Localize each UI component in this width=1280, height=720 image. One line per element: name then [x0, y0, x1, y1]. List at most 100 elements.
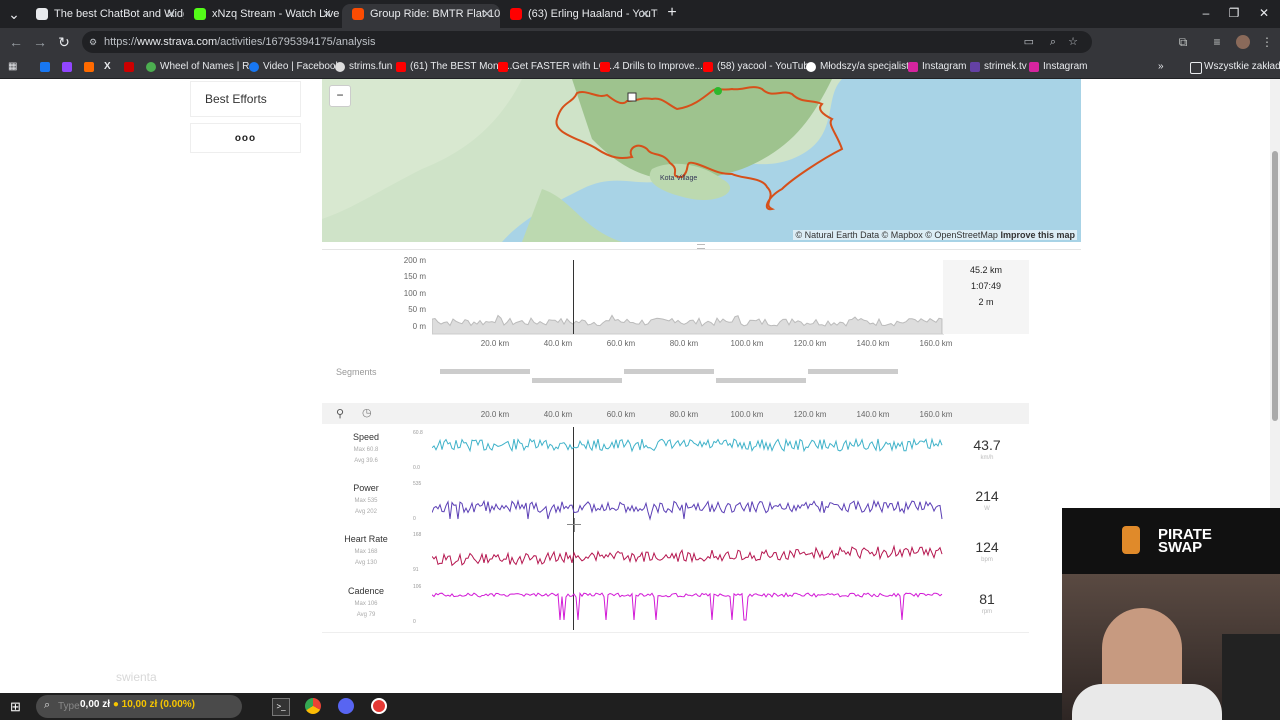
profile-avatar[interactable]	[1236, 35, 1250, 49]
minimize-icon[interactable]: –	[1202, 6, 1210, 20]
strava-icon	[352, 8, 364, 20]
cast-icon[interactable]: ▭	[1023, 36, 1034, 48]
bookmark-youtube-3[interactable]: 4 Drills to Improve...	[600, 59, 703, 75]
bookmark-youtube-4[interactable]: (58) yacool - YouTube	[703, 59, 814, 75]
elevation-x-tick: 40.0 km	[543, 339, 573, 348]
clock-icon[interactable]: ◷	[362, 407, 372, 419]
ticker-change: 10,00 zł (0.00%)	[121, 699, 196, 710]
bookmark-x[interactable]: X	[104, 59, 111, 75]
globe-icon	[806, 62, 816, 72]
all-bookmarks[interactable]: Wszystkie zakładki	[1190, 59, 1280, 75]
bookmark-twitch[interactable]	[62, 59, 76, 75]
resize-handle-icon[interactable]	[697, 244, 705, 249]
site-info-icon[interactable]: ⚙	[89, 37, 98, 47]
tab-youtube[interactable]: (63) Erling Haaland - YouTube ✕	[500, 4, 658, 28]
elevation-hover-line	[573, 260, 574, 334]
page-scrollbar[interactable]	[1270, 79, 1280, 693]
extensions-icon[interactable]: ⧉	[1178, 35, 1188, 49]
stream-scale-top: 535	[413, 481, 422, 487]
stream-max: Max 168	[354, 549, 378, 555]
bookmark-specjalist[interactable]: Młodszy/a specjalist...	[806, 59, 917, 75]
bookmark-video-facebook[interactable]: Video | Facebook	[249, 59, 340, 75]
bookmark-red[interactable]	[124, 59, 138, 75]
x-icon: X	[104, 61, 111, 72]
facebook-icon	[249, 62, 259, 72]
media-icon[interactable]: ≡	[1213, 35, 1221, 49]
segment-bar[interactable]	[716, 378, 806, 383]
more-dots-icon: ooo	[234, 133, 257, 144]
streams-x-tick: 60.0 km	[606, 410, 636, 419]
stream-value: 124	[975, 539, 999, 555]
address-bar[interactable]: ⚙ https://www.strava.com/activities/1679…	[82, 31, 1092, 53]
menu-icon[interactable]: ⋮	[1261, 35, 1273, 49]
location-pin-icon[interactable]: ⚲	[336, 408, 345, 420]
tab-chatbot[interactable]: The best ChatBot and Widgets ✕	[26, 4, 184, 28]
taskbar-search[interactable]: ⌕ Type here to search 0,00 zł ● 10,00 zł…	[36, 695, 242, 718]
segment-bar[interactable]	[532, 378, 622, 383]
back-icon[interactable]: ←	[9, 34, 23, 50]
obs-icon[interactable]	[371, 698, 387, 714]
bookmark-label: Wheel of Names | R...	[160, 61, 258, 72]
bookmark-strims[interactable]: strims.fun	[335, 59, 392, 75]
zoom-icon[interactable]: ⌕	[1049, 36, 1056, 48]
stream-scale-bottom: 0	[413, 516, 416, 522]
improve-map-link[interactable]: Improve this map	[1000, 230, 1075, 240]
twitch-icon	[62, 62, 72, 72]
bookmark-orange[interactable]	[84, 59, 98, 75]
new-tab-icon[interactable]: +	[667, 4, 677, 21]
ticker-price: 0,00 zł	[80, 699, 111, 710]
terminal-icon[interactable]: >_	[272, 698, 290, 716]
tab-strava-active[interactable]: Group Ride: BMTR Flat 100 (Mi ✕	[342, 4, 500, 28]
close-tab-icon[interactable]: ✕	[481, 7, 492, 21]
bookmark-instagram-1[interactable]: Instagram	[908, 59, 966, 75]
brand-top: PIRATE	[1158, 526, 1212, 543]
bookmark-instagram-2[interactable]: Instagram	[1029, 59, 1087, 75]
more-menu-button[interactable]: ooo	[190, 123, 301, 153]
segment-bar[interactable]	[440, 369, 530, 374]
bookmark-youtube-2[interactable]: Get FASTER with LO...	[498, 59, 615, 75]
tab-kick-stream[interactable]: xNzq Stream - Watch Live on K ✕	[184, 4, 340, 28]
bookmark-star-icon[interactable]: ☆	[1068, 36, 1078, 48]
segment-bar[interactable]	[624, 369, 714, 374]
zoom-out-button[interactable]: −	[329, 85, 351, 107]
bookmark-label: Video | Facebook	[263, 61, 341, 72]
strimek-icon	[970, 62, 980, 72]
segment-bar[interactable]	[808, 369, 898, 374]
more-bookmarks-icon[interactable]: »	[1158, 61, 1164, 72]
apps-grid-icon[interactable]: ▦	[8, 61, 18, 72]
stream-max: Max 60.8	[353, 447, 379, 453]
scrollbar-thumb[interactable]	[1272, 151, 1278, 421]
bookmark-strimek[interactable]: strimek.tv	[970, 59, 1027, 75]
stream-line-chart	[432, 437, 943, 453]
close-tab-icon[interactable]: ✕	[639, 7, 650, 21]
bookmark-wheel-of-names[interactable]: Wheel of Names | R...	[146, 59, 258, 75]
forward-icon[interactable]: →	[33, 34, 47, 50]
best-efforts-link[interactable]: Best Efforts	[190, 81, 301, 117]
stream-line-chart	[432, 499, 943, 521]
stream-value: 81	[979, 591, 995, 607]
close-window-icon[interactable]: ✕	[1258, 6, 1270, 20]
instagram-icon	[908, 62, 918, 72]
chrome-icon[interactable]	[305, 698, 321, 714]
discord-icon[interactable]	[338, 698, 354, 714]
facebook-icon	[40, 62, 50, 72]
bookmark-label: 4 Drills to Improve...	[614, 61, 703, 72]
route-map[interactable]: − Kota Village © Natural Earth Data © Ma…	[322, 79, 1081, 242]
all-bookmarks-label: Wszystkie zakładki	[1204, 61, 1280, 72]
bookmark-youtube-1[interactable]: (61) The BEST Mone...	[396, 59, 512, 75]
youtube-icon	[510, 8, 522, 20]
hover-time: 1:07:49	[970, 281, 1002, 291]
tab-title: The best ChatBot and Widgets	[54, 8, 184, 20]
close-tab-icon[interactable]: ✕	[321, 7, 332, 21]
bookmark-facebook[interactable]	[40, 59, 54, 75]
tab-favicon-icon	[36, 8, 48, 20]
tab-search-icon[interactable]: ⌄	[8, 6, 20, 22]
bookmark-label: Instagram	[922, 61, 967, 72]
stream-scale-top: 106	[413, 584, 422, 590]
windows-start-icon[interactable]: ⊞	[10, 699, 21, 714]
youtube-icon	[703, 62, 713, 72]
close-tab-icon[interactable]: ✕	[165, 7, 176, 21]
route-line	[555, 86, 844, 211]
restore-icon[interactable]: ❐	[1228, 6, 1240, 20]
reload-icon[interactable]: ↻	[58, 34, 70, 50]
